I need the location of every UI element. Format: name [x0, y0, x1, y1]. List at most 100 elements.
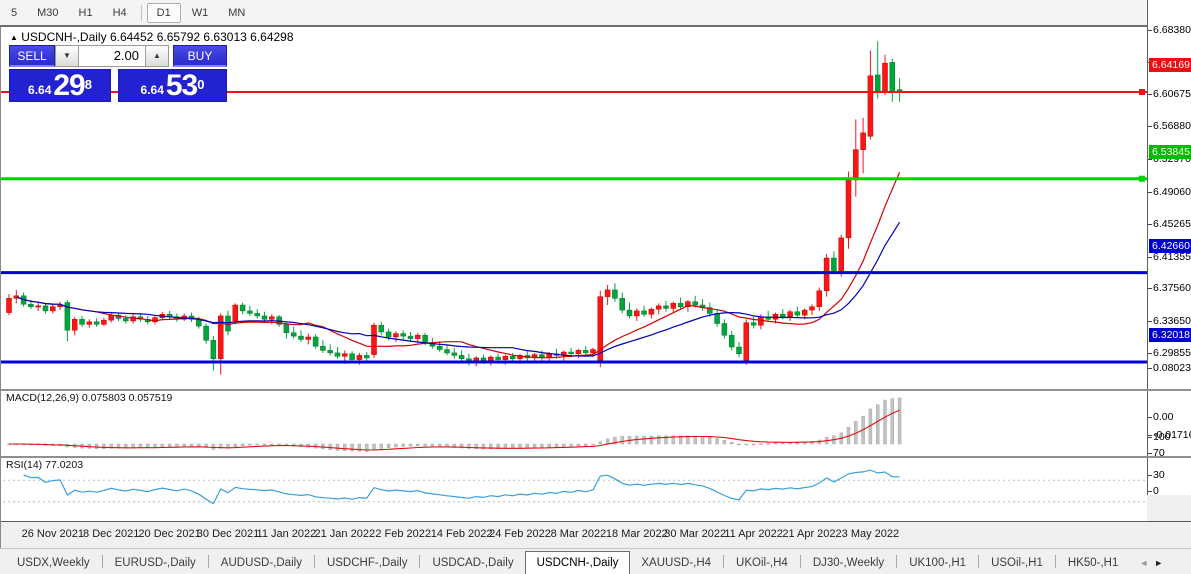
date-label: 2 Feb 2022 [375, 528, 432, 540]
chart-tabbar: USDX,Weekly EURUSD-,Daily AUDUSD-,Daily USD… [0, 548, 1191, 574]
buy-price-prefix: 6.64 [140, 83, 164, 97]
tab-ukoil-h4[interactable]: UKOil-,H4 [736, 557, 788, 569]
price-line-badge: 6.32018 [1149, 327, 1191, 342]
tab-audusd-daily[interactable]: AUDUSD-,Daily [220, 557, 302, 569]
date-label: 30 Dec 2021 [196, 528, 260, 540]
price-tick: 6.45265 [1148, 218, 1191, 230]
tab-xauusd-h4[interactable]: XAUUSD-,H4 [641, 557, 712, 569]
tab-separator [1054, 555, 1056, 568]
timeframe-m30[interactable]: M30 [37, 6, 59, 19]
volume-input[interactable]: 2.00 [79, 45, 145, 67]
rsi-tick: 100 [1148, 431, 1171, 443]
volume-decrease-button[interactable]: ▼ [55, 45, 79, 67]
sell-price-pip: 8 [84, 77, 92, 92]
sell-button[interactable]: SELL [9, 45, 55, 67]
chart-title: ▲ USDCNH-,Daily 6.64452 6.65792 6.63013 … [10, 30, 294, 44]
panel-divider[interactable] [1, 456, 1191, 458]
price-tick: 6.56880 [1148, 120, 1191, 132]
price-tick: 6.41355 [1148, 251, 1191, 263]
panel-divider[interactable] [1, 389, 1191, 391]
tab-hk50-h1[interactable]: HK50-,H1 [1067, 557, 1119, 569]
price-tick: 6.49060 [1148, 186, 1191, 198]
tab-separator [313, 555, 315, 568]
tab-separator [978, 555, 980, 568]
date-label: 3 May 2022 [841, 528, 900, 540]
buy-button[interactable]: BUY [173, 45, 227, 67]
price-tick: 6.60675 [1148, 88, 1191, 100]
date-label: 30 Mar 2022 [664, 528, 727, 540]
ohlc-high: 6.65792 [156, 30, 201, 44]
buy-price-pip: 0 [197, 77, 205, 92]
one-click-trade-widget: SELL ▼ 2.00 ▲ BUY 6.64 29 8 6.64 53 0 [9, 45, 227, 102]
rsi-tick: 30 [1148, 469, 1165, 481]
price-axis[interactable]: 6.683806.645856.606756.568806.529706.490… [1147, 0, 1191, 497]
buy-price-panel[interactable]: 6.64 53 0 [118, 69, 227, 102]
chart-bottom-border [1, 521, 1191, 522]
macd-tick: 0.08023 [1148, 362, 1191, 374]
tab-usdcnh-daily[interactable]: USDCNH-,Daily [524, 551, 631, 574]
date-label: 11 Jan 2022 [256, 528, 317, 540]
date-label: 24 Feb 2022 [489, 528, 551, 540]
date-label: 26 Nov 2021 [21, 528, 84, 540]
ohlc-open: 6.64452 [109, 30, 154, 44]
volume-increase-button[interactable]: ▲ [145, 45, 169, 67]
macd-tick: -0.017168 [1148, 429, 1191, 441]
tab-dj30-weekly[interactable]: DJ30-,Weekly [812, 557, 885, 569]
date-label: 18 Mar 2022 [605, 528, 668, 540]
sell-price-main: 29 [53, 69, 85, 102]
tab-separator [101, 555, 103, 568]
timeframe-h1[interactable]: H1 [78, 6, 93, 19]
tab-usdchf-daily[interactable]: USDCHF-,Daily [326, 557, 408, 569]
price-tick: 6.37560 [1148, 282, 1191, 294]
macd-label: MACD(12,26,9) 0.075803 0.057519 [6, 392, 173, 404]
timeframe-mn[interactable]: MN [228, 6, 246, 19]
tab-uk100-h1[interactable]: UK100-,H1 [909, 557, 967, 569]
timeframe-w1[interactable]: W1 [191, 6, 209, 19]
date-label: 14 Feb 2022 [430, 528, 493, 540]
rsi-tick: 70 [1148, 447, 1165, 459]
date-label: 21 Jan 2022 [314, 528, 376, 540]
date-label: 20 Dec 2021 [138, 528, 201, 540]
spinner-up-icon: ▲ [153, 51, 161, 60]
timeframe-h4[interactable]: H4 [112, 6, 127, 19]
timeframe-5[interactable]: 5 [11, 6, 18, 19]
tab-separator [723, 555, 725, 568]
timeframe-toolbar: 5 M30 H1 H4 D1 W1 MN [0, 0, 1191, 27]
rsi-label: RSI(14) 77.0203 [6, 459, 84, 471]
price-line-badge: 6.53845 [1149, 144, 1191, 159]
macd-tick: 0.00 [1148, 411, 1173, 423]
tab-separator [207, 555, 209, 568]
tab-separator [799, 555, 801, 568]
date-label: 21 Apr 2022 [782, 528, 842, 540]
toolbar-separator [140, 4, 142, 21]
tab-usdcad-daily[interactable]: USDCAD-,Daily [432, 557, 514, 569]
sell-price-panel[interactable]: 6.64 29 8 [9, 69, 111, 102]
rsi-tick: 0 [1148, 485, 1159, 497]
price-line-badge: 6.42660 [1149, 238, 1191, 253]
tab-scroll-right-icon[interactable]: ► [1154, 558, 1164, 568]
tab-separator [419, 555, 421, 568]
buy-price-main: 53 [165, 69, 198, 102]
price-tick: 6.68380 [1148, 24, 1191, 36]
price-tick: 6.33650 [1148, 315, 1191, 327]
price-line-badge: 6.64169 [1149, 58, 1191, 72]
rsi-canvas[interactable] [1, 458, 1148, 521]
date-label: 8 Mar 2022 [550, 528, 607, 540]
chart-window: ▲ USDCNH-,Daily 6.64452 6.65792 6.63013 … [0, 27, 1191, 548]
tab-separator [896, 555, 898, 568]
macd-canvas[interactable] [1, 391, 1148, 456]
spinner-down-icon: ▼ [63, 51, 71, 60]
tab-usdx-weekly[interactable]: USDX,Weekly [17, 557, 90, 569]
collapse-arrow-icon[interactable]: ▲ [10, 33, 18, 42]
date-axis[interactable]: 26 Nov 2021 8 Dec 2021 20 Dec 2021 30 Dec 2… [1, 522, 1191, 548]
ohlc-low: 6.63013 [203, 30, 247, 44]
tab-eurusd-daily[interactable]: EURUSD-,Daily [114, 557, 196, 569]
chart-symbol-label: USDCNH-,Daily [21, 30, 107, 44]
tab-scroll-arrows[interactable]: ◄ ► [1139, 558, 1163, 568]
tab-scroll-left-icon[interactable]: ◄ [1139, 558, 1149, 568]
date-label: 8 Dec 2021 [83, 528, 140, 540]
tab-usoil-h1[interactable]: USOil-,H1 [991, 557, 1043, 569]
sell-price-prefix: 6.64 [28, 83, 52, 97]
timeframe-d1[interactable]: D1 [146, 2, 181, 23]
